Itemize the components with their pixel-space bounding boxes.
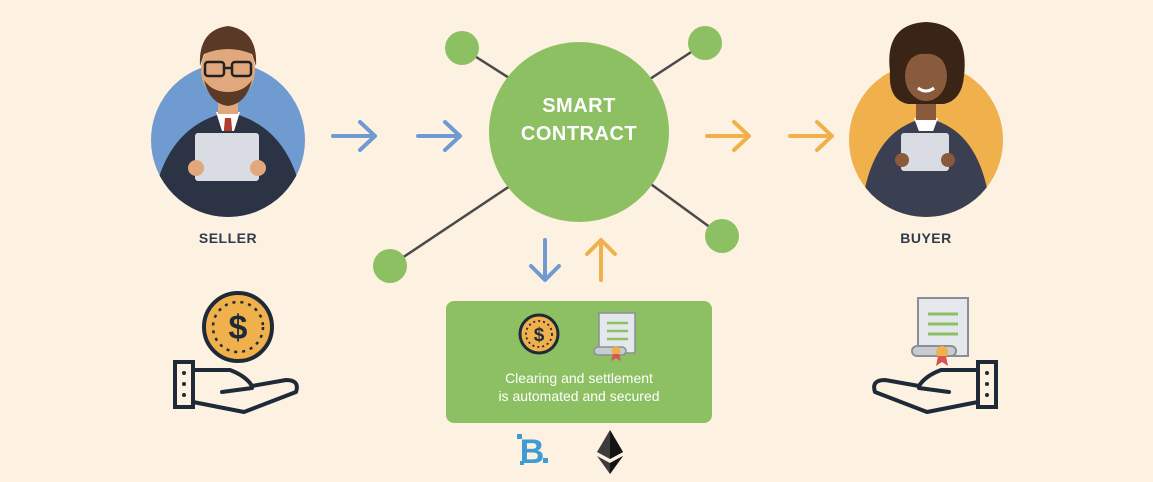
certificate-scroll-icon xyxy=(593,312,636,361)
buyer-label: BUYER xyxy=(900,230,952,246)
ethereum-logo xyxy=(597,430,623,474)
seller-avatar xyxy=(151,26,305,217)
arrows-contract-to-buyer xyxy=(705,120,834,152)
network-node-bottom-right xyxy=(705,219,739,253)
smart-contract-circle xyxy=(489,42,669,222)
smart-contract-line-2: CONTRACT xyxy=(520,123,638,145)
arrows-seller-to-contract xyxy=(331,120,462,152)
hand-holding-certificate-icon xyxy=(872,297,998,414)
settlement-box-icons: $ xyxy=(518,312,636,361)
svg-text:B: B xyxy=(520,433,545,471)
svg-text:$: $ xyxy=(229,309,248,347)
buyer-avatar xyxy=(849,22,1003,217)
settlement-line-2: is automated and secured xyxy=(498,388,660,404)
smart-contract-line-1: SMART xyxy=(542,95,616,117)
network-node-bottom-left xyxy=(373,249,407,283)
seller-label: SELLER xyxy=(198,230,258,246)
settlement-box: $ Clearing and settlement is automated a… xyxy=(446,301,712,423)
dollar-coin-icon: $ xyxy=(518,313,560,355)
hand-holding-dollar-coin-icon: $ xyxy=(173,291,299,414)
network-node-top-right xyxy=(688,26,722,60)
arrow-down-blue xyxy=(529,238,561,282)
settlement-line-1: Clearing and settlement xyxy=(505,370,653,386)
arrow-up-orange xyxy=(585,238,617,282)
svg-text:$: $ xyxy=(534,325,545,346)
smart-contract-title: SMART CONTRACT xyxy=(494,92,664,148)
blockchain-b-logo: B xyxy=(517,433,548,471)
settlement-text: Clearing and settlement is automated and… xyxy=(446,369,712,405)
network-node-top-left xyxy=(445,31,479,65)
